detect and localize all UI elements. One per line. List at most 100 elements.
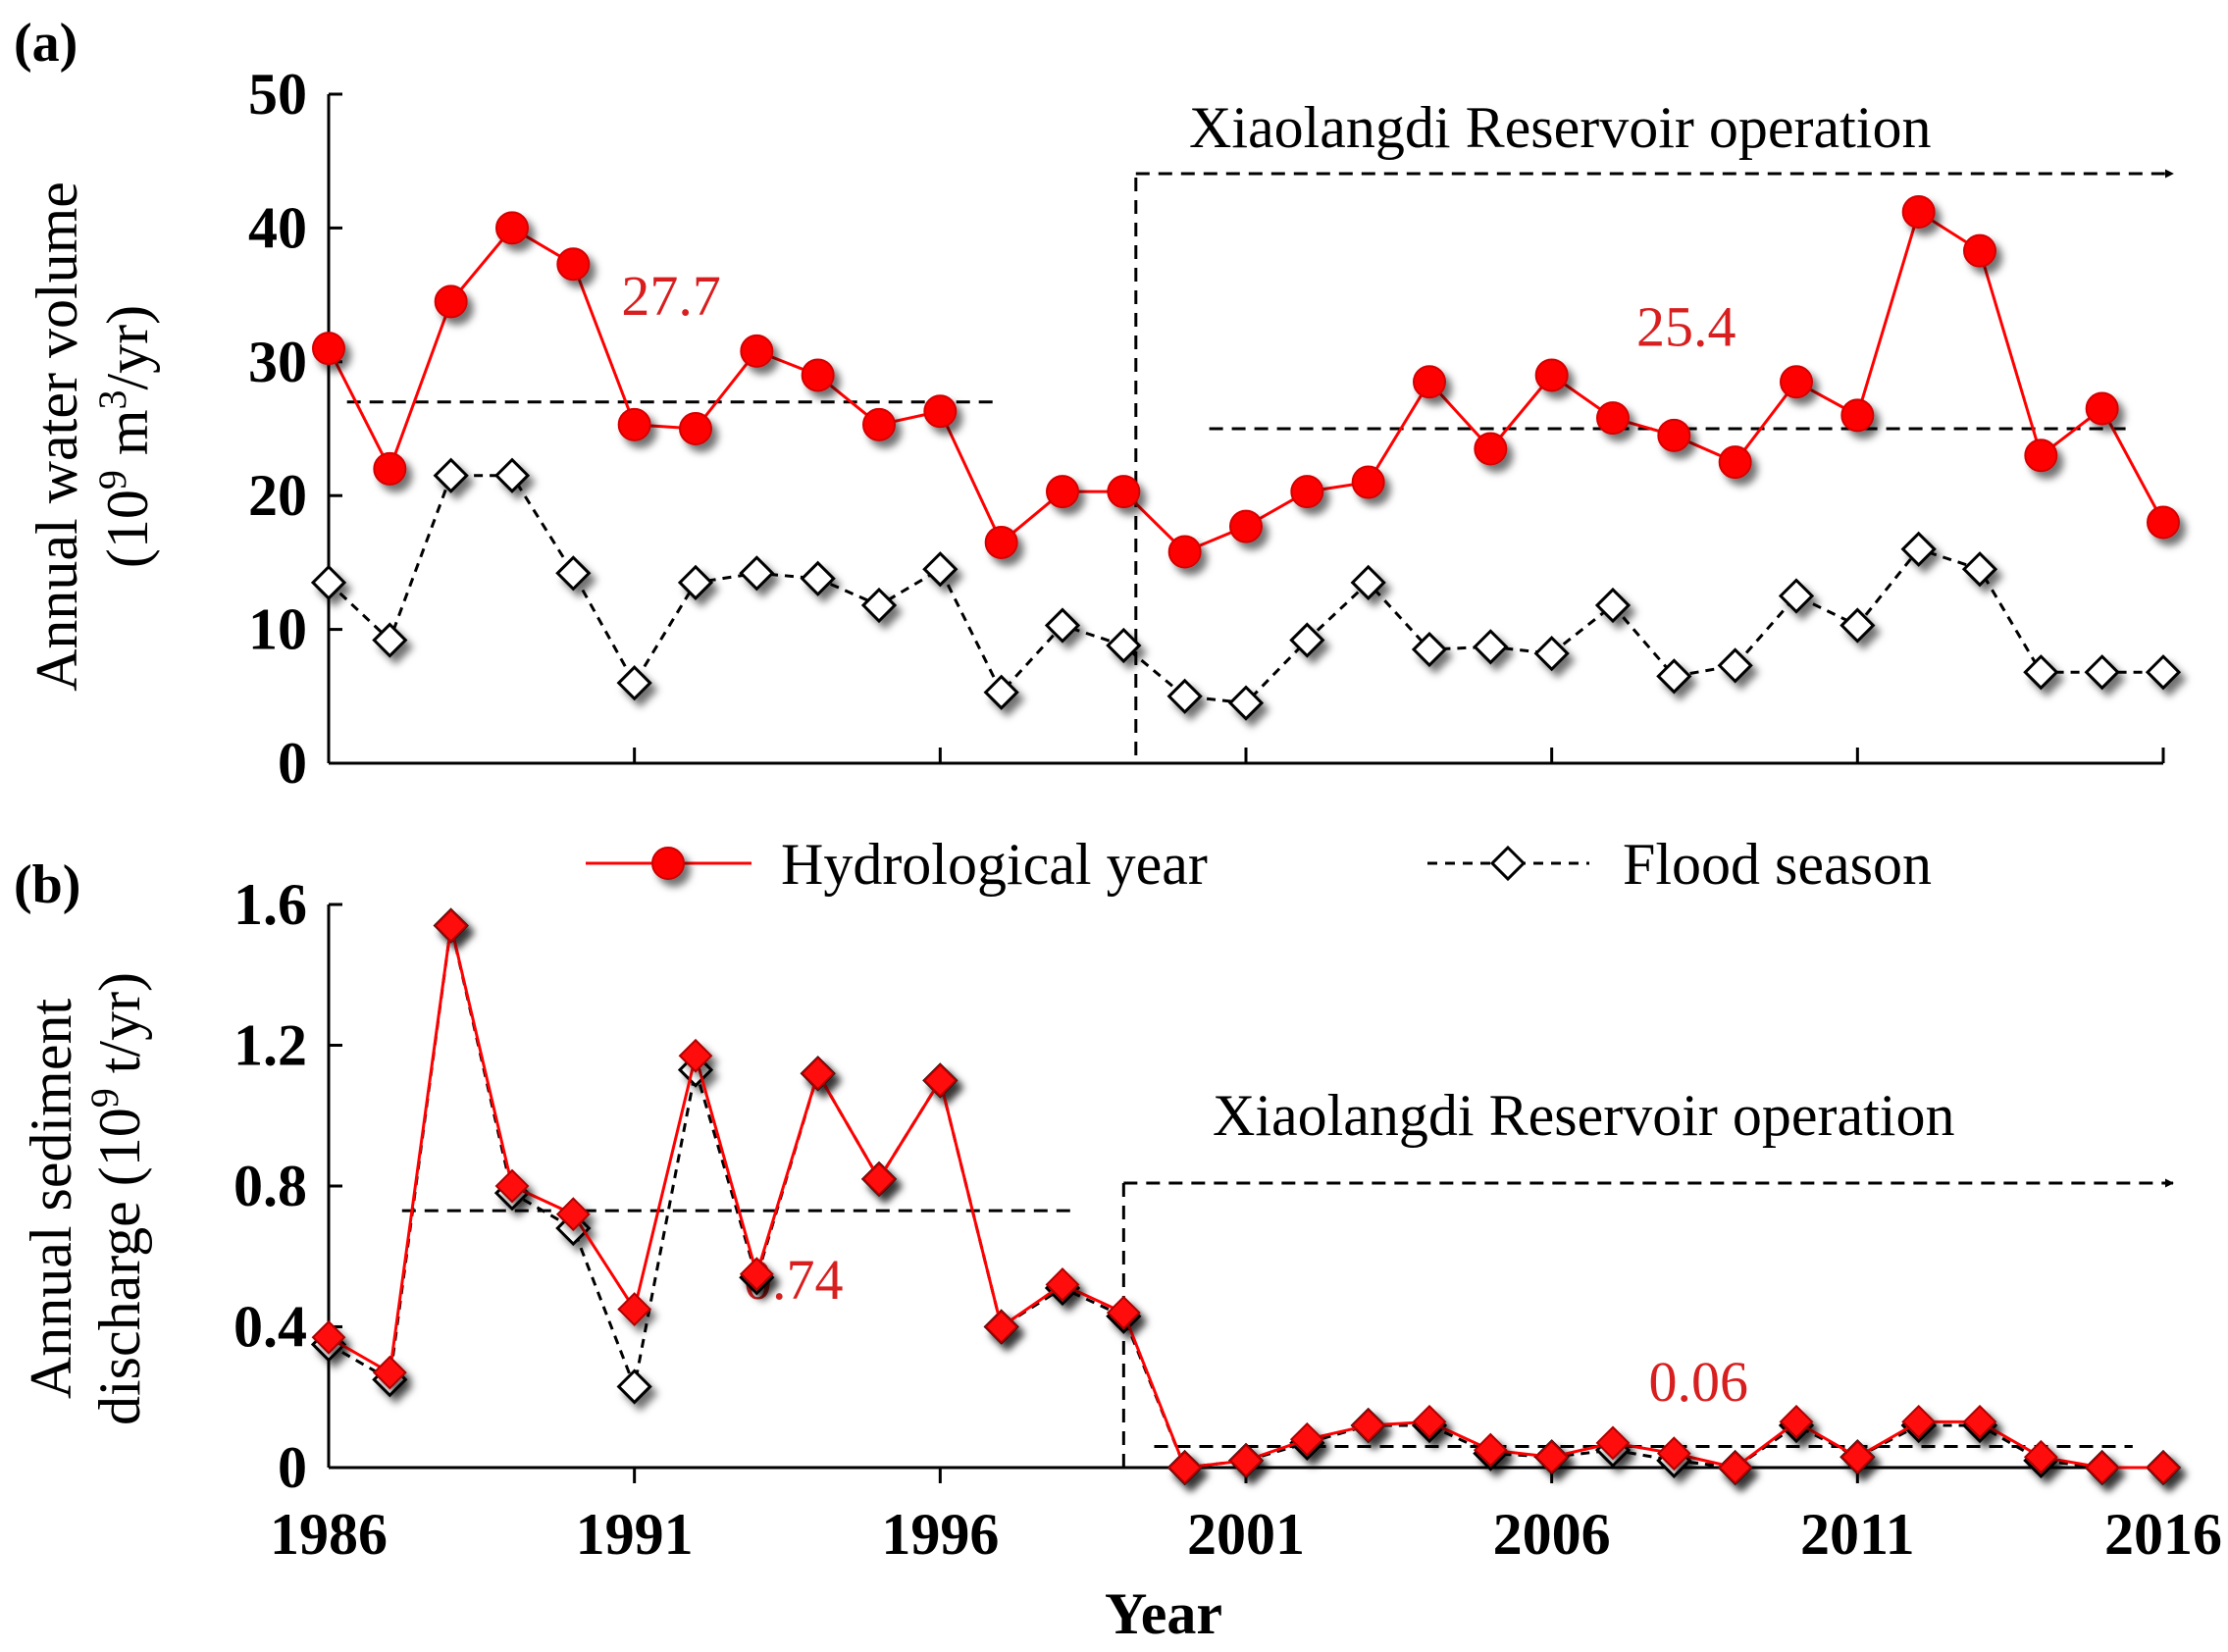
panel-a-operation-label: Xiaolangdi Reservoir operation	[1189, 95, 1931, 160]
panel-b-ylabel-line1: Annual sediment	[19, 999, 83, 1400]
flood-season-point	[983, 674, 1019, 710]
hydrological-year-point	[434, 284, 468, 319]
flood-season-line	[328, 925, 2163, 1470]
flood-season-point	[739, 555, 775, 592]
hydrological-year-point	[679, 412, 712, 445]
hydrological-year-point	[311, 1319, 346, 1355]
hydrological-year-point	[555, 1197, 591, 1232]
flood-season-point	[1350, 564, 1386, 600]
hydrological-year-point	[1780, 365, 1813, 399]
hydrological-year-point	[1351, 465, 1385, 499]
mean-value-label: 25.4	[1636, 294, 1736, 358]
hydrological-year-point	[1106, 1295, 1141, 1330]
flood-season-point	[1656, 658, 1692, 695]
panel-a-ylabel-line2: (109 m3/yr)	[90, 305, 160, 568]
hydrological-year-point	[1779, 1404, 1814, 1439]
hydrological-year-point	[861, 1162, 897, 1197]
legend-item-hydrological-year: Hydrological year	[586, 832, 1208, 897]
hydrological-year-point	[1656, 1436, 1691, 1471]
hydrological-year-point	[1962, 1404, 1997, 1439]
hydrological-year-point	[801, 1056, 836, 1091]
hydrological-year-point	[556, 247, 591, 282]
hydrological-year-point	[678, 1038, 713, 1073]
hydrological-year-point	[1839, 1439, 1875, 1474]
hydrological-year-point	[1413, 365, 1446, 399]
hydrological-year-point	[801, 358, 835, 392]
panel-b-xlabel: Year	[1105, 1581, 1222, 1646]
x-tick-label: 2016	[2104, 1502, 2222, 1567]
hydrological-year-point	[922, 1062, 958, 1098]
flood-season-point	[372, 622, 408, 658]
hydrological-year-point	[373, 451, 407, 486]
flood-season-point	[677, 564, 714, 600]
hydrological-year-point	[1289, 1421, 1324, 1457]
hydrological-year-line	[328, 925, 2163, 1470]
y-tick-label: 0.4	[233, 1295, 307, 1360]
flood-season-point	[1227, 685, 1265, 721]
hydrological-year-point	[1657, 418, 1691, 452]
hydrological-year-point	[1534, 1439, 1570, 1474]
flood-season-point	[1961, 551, 1998, 588]
x-tick-label: 2006	[1493, 1502, 1611, 1567]
hydrological-year-point	[2085, 391, 2119, 426]
hydrological-year-point	[1229, 509, 1263, 543]
hydrological-year-point	[495, 211, 529, 245]
panel-b-x-ticks: 1986 1991 1996 2001 2006 2011 2016	[270, 1468, 2222, 1567]
hydrological-year-point	[1107, 475, 1141, 509]
flood-season-point	[1289, 622, 1325, 658]
flood-season-point	[1533, 636, 1570, 672]
panel-a-hydrological-year-series	[312, 195, 2180, 569]
legend-hydro-marker	[651, 847, 685, 880]
hydrological-year-point	[1351, 1408, 1386, 1443]
flood-season-line	[327, 474, 2163, 705]
legend-flood-marker	[1489, 845, 1527, 882]
hydrological-year-point	[494, 1168, 530, 1204]
hydrological-year-point	[1228, 1443, 1264, 1478]
panel-b-hydrological-year-series	[311, 908, 2181, 1485]
y-tick-label: 0.8	[233, 1154, 307, 1218]
hydrological-year-point	[740, 334, 774, 368]
y-tick-label: 50	[248, 62, 307, 127]
hydrological-year-point	[923, 394, 958, 429]
hydrological-year-point	[1901, 1404, 1937, 1439]
legend-item-flood-season: Flood season	[1427, 832, 1932, 897]
panel-b-operation-indicator: Xiaolangdi Reservoir operation	[1121, 1083, 2174, 1468]
y-tick-label: 0	[278, 731, 307, 796]
flood-season-point	[616, 1368, 652, 1405]
hydrological-year-point	[2147, 505, 2180, 540]
panel-b-y-ticks: 0 0.4 0.8 1.2 1.6	[233, 872, 342, 1500]
panel-label-b: (b)	[14, 854, 80, 915]
hydrological-year-point	[1167, 535, 1202, 569]
flood-season-point	[1106, 627, 1142, 664]
panel-a-flood-season-series	[310, 457, 2182, 721]
y-tick-label: 30	[248, 330, 307, 394]
hydrological-year-point	[1412, 1404, 1447, 1439]
hydrological-year-point	[984, 1310, 1019, 1344]
hydrological-year-point	[2085, 1450, 2120, 1485]
hydrological-year-point	[1595, 1425, 1631, 1461]
panel-b-axes	[327, 904, 2163, 1470]
y-tick-label: 0	[278, 1435, 307, 1500]
panel-b-flood-season-series	[310, 907, 2182, 1486]
panel-b-sediment-discharge: (b) Annual sediment discharge (109 t/yr)…	[14, 854, 2222, 1646]
panel-a-y-ticks: 0 10 20 30 40 50	[248, 62, 342, 796]
y-tick-label: 20	[248, 463, 307, 528]
hydrological-year-point	[1718, 445, 1752, 480]
hydrological-year-point	[2024, 439, 2058, 473]
y-tick-label: 1.6	[233, 872, 307, 937]
flood-season-point	[616, 665, 652, 701]
legend: Hydrological year Flood season	[586, 832, 1932, 897]
flood-season-point	[1044, 607, 1081, 644]
x-tick-label: 1991	[576, 1502, 694, 1567]
x-tick-label: 1996	[881, 1502, 999, 1567]
flood-season-point	[1411, 631, 1448, 668]
hydrological-year-point	[1963, 233, 1996, 268]
hydrological-year-point	[1901, 195, 1936, 230]
mean-value-label: 27.7	[621, 264, 721, 328]
panel-b-ylabel-line2: discharge (109 t/yr)	[82, 972, 152, 1425]
hydrological-year-point	[2023, 1439, 2058, 1474]
flood-season-point	[1473, 629, 1509, 665]
hydrological-year-point	[617, 407, 651, 441]
flood-season-point	[2145, 654, 2182, 691]
